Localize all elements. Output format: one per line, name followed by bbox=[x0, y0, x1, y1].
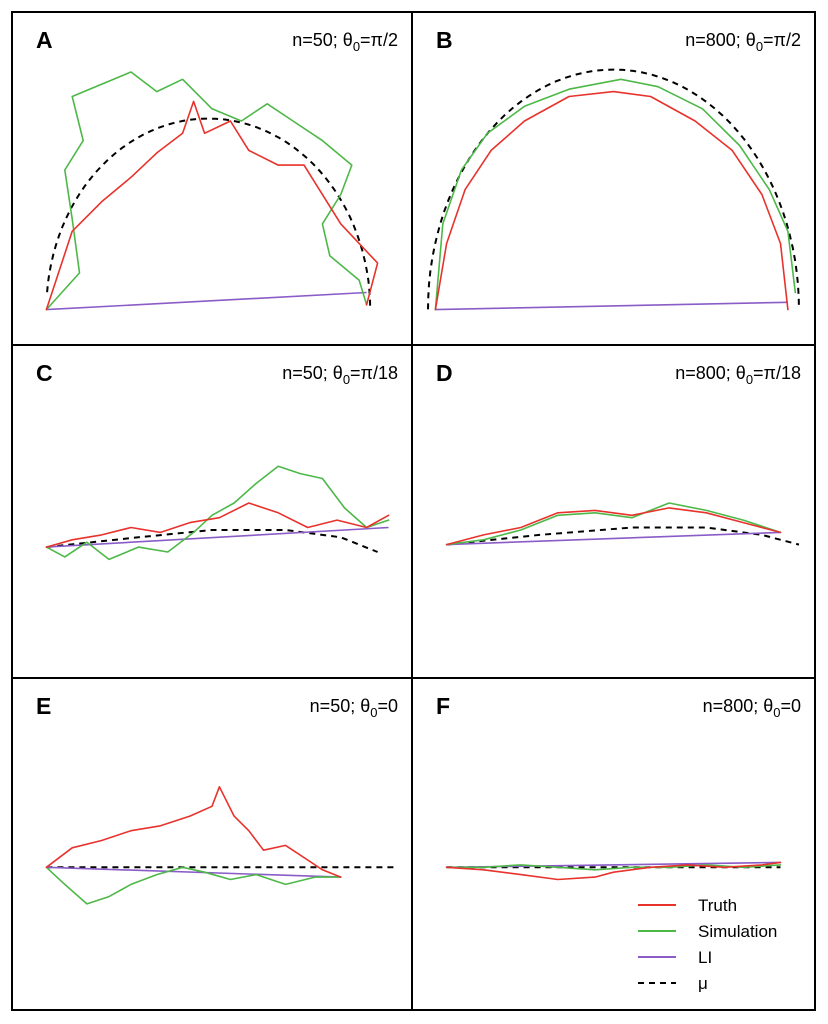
simulation-trace bbox=[45, 866, 342, 905]
li-line bbox=[435, 301, 788, 311]
panel-params: n=50; θ0=0 bbox=[310, 696, 398, 720]
panel-letter: B bbox=[436, 27, 453, 53]
panel-letter: C bbox=[36, 360, 53, 386]
legend-item-li: LI bbox=[638, 948, 712, 967]
legend: Truth Simulation LI μ bbox=[638, 896, 777, 993]
n-label: n=800; bbox=[675, 363, 736, 383]
theta-symbol: θ bbox=[746, 30, 756, 50]
panel-border bbox=[411, 677, 816, 1011]
li-line bbox=[46, 291, 367, 311]
li-line bbox=[46, 526, 389, 548]
mu-curve bbox=[446, 526, 800, 546]
legend-label: LI bbox=[698, 948, 712, 967]
panel-letter: A bbox=[36, 27, 53, 53]
n-label: n=800; bbox=[685, 30, 746, 50]
theta-subscript: 0 bbox=[343, 372, 350, 387]
simulation-trace bbox=[45, 71, 368, 311]
panel-params: n=50; θ0=π/2 bbox=[292, 30, 398, 54]
truth-trace bbox=[434, 90, 789, 311]
truth-trace bbox=[45, 785, 342, 878]
truth-trace bbox=[445, 507, 782, 546]
legend-label: Truth bbox=[698, 896, 737, 915]
mu-curve bbox=[427, 68, 800, 310]
truth-trace bbox=[445, 861, 782, 881]
theta-subscript: 0 bbox=[353, 39, 360, 54]
theta-symbol: θ bbox=[333, 363, 343, 383]
simulation-trace bbox=[45, 465, 390, 561]
theta-symbol: θ bbox=[736, 363, 746, 383]
panel-params: n=50; θ0=π/18 bbox=[282, 363, 398, 387]
legend-item-truth: Truth bbox=[638, 896, 737, 915]
simulation-trace bbox=[434, 78, 797, 311]
theta-symbol: θ bbox=[360, 696, 370, 716]
panel-params: n=800; θ0=π/18 bbox=[675, 363, 801, 387]
li-line bbox=[46, 866, 341, 878]
theta-subscript: 0 bbox=[746, 372, 753, 387]
panel-letter: D bbox=[436, 360, 453, 386]
theta-value: =π/18 bbox=[753, 363, 801, 383]
n-label: n=50; bbox=[292, 30, 343, 50]
panel-border bbox=[11, 344, 413, 679]
panel-letter: E bbox=[36, 693, 51, 719]
n-label: n=800; bbox=[703, 696, 764, 716]
n-label: n=50; bbox=[282, 363, 333, 383]
theta-subscript: 0 bbox=[773, 705, 780, 720]
theta-value: =π/18 bbox=[350, 363, 398, 383]
theta-symbol: θ bbox=[343, 30, 353, 50]
panel-border bbox=[411, 344, 816, 679]
legend-item-simulation: Simulation bbox=[638, 922, 777, 941]
legend-item-mu: μ bbox=[638, 974, 708, 993]
theta-symbol: θ bbox=[763, 696, 773, 716]
theta-value: =0 bbox=[780, 696, 801, 716]
theta-value: =0 bbox=[377, 696, 398, 716]
simulation-trace bbox=[445, 864, 782, 871]
simulation-trace bbox=[445, 502, 782, 546]
panel-params: n=800; θ0=π/2 bbox=[685, 30, 801, 54]
legend-label: μ bbox=[698, 974, 708, 993]
panel-border bbox=[11, 677, 413, 1011]
n-label: n=50; bbox=[310, 696, 361, 716]
legend-label: Simulation bbox=[698, 922, 777, 941]
theta-subscript: 0 bbox=[756, 39, 763, 54]
mu-curve bbox=[46, 117, 372, 310]
theta-subscript: 0 bbox=[370, 705, 377, 720]
truth-trace bbox=[45, 502, 390, 548]
theta-value: =π/2 bbox=[360, 30, 398, 50]
panel-border bbox=[11, 11, 413, 346]
panel-letter: F bbox=[436, 693, 450, 719]
li-line bbox=[446, 531, 781, 546]
panel-params: n=800; θ0=0 bbox=[703, 696, 801, 720]
truth-trace bbox=[45, 100, 379, 311]
theta-value: =π/2 bbox=[763, 30, 801, 50]
mu-curve bbox=[46, 529, 378, 553]
